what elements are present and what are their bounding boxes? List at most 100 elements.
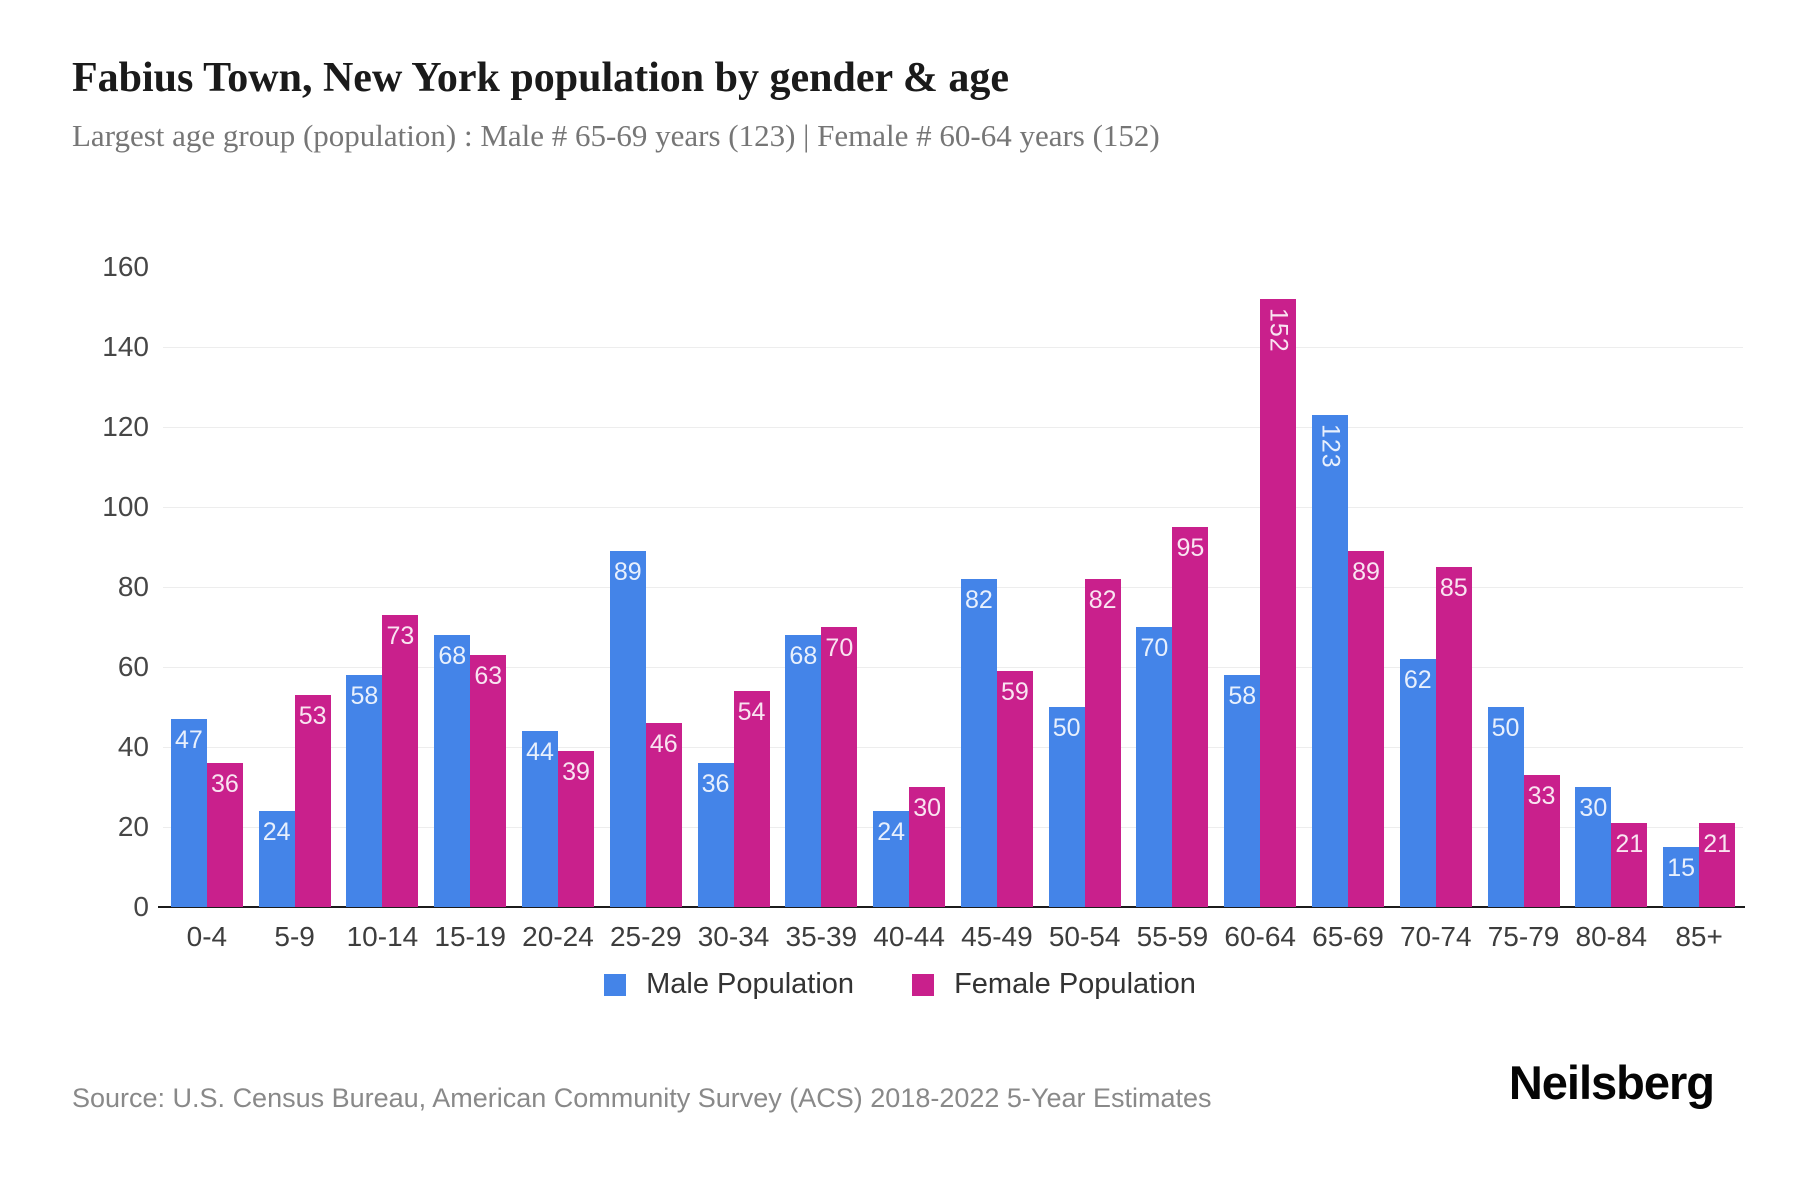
y-tick-label-80: 80	[117, 571, 149, 602]
gridline-140	[163, 347, 1743, 348]
male-legend-swatch	[604, 973, 627, 996]
bar-male-40-44: 24	[873, 811, 910, 907]
bar-male-80-84: 30	[1575, 787, 1612, 907]
bar-value-label: 152	[1264, 308, 1293, 353]
gridline-120	[163, 427, 1743, 428]
bar-male-70-74: 62	[1399, 659, 1436, 907]
bar-male-30-34: 36	[697, 763, 734, 907]
bar-value-label: 50	[1052, 714, 1081, 742]
x-tick-label-55-59: 55-59	[1136, 921, 1209, 952]
bar-female-50-54: 82	[1084, 579, 1121, 907]
bar-female-0-4: 36	[206, 763, 243, 907]
bar-value-label: 95	[1176, 534, 1205, 562]
bar-female-75-79: 33	[1523, 775, 1560, 907]
x-tick-label-40-44: 40-44	[873, 921, 945, 952]
x-tick-label-70-74: 70-74	[1399, 921, 1472, 952]
bar-value-label: 73	[386, 622, 415, 650]
x-tick-label-65-69: 65-69	[1312, 921, 1384, 952]
bar-value-label: 44	[526, 738, 554, 766]
bar-value-label: 54	[737, 698, 766, 726]
gridline-100	[163, 507, 1743, 508]
female-legend-swatch	[912, 973, 935, 996]
bar-female-20-24: 39	[558, 751, 594, 907]
bar-value-label: 82	[1088, 586, 1117, 614]
bar-female-60-64: 152	[1260, 299, 1297, 907]
bar-male-55-59: 70	[1136, 627, 1173, 907]
legend: Male Population Female Population	[0, 968, 1800, 1001]
bar-female-15-19: 63	[470, 655, 507, 907]
bar-value-label: 36	[701, 770, 730, 798]
bar-value-label: 30	[913, 794, 942, 822]
bar-female-10-14: 73	[382, 615, 419, 907]
bar-value-label: 68	[438, 642, 467, 670]
gridline-20	[163, 827, 1743, 828]
bar-value-label: 30	[1579, 794, 1608, 822]
bar-value-label: 53	[298, 702, 327, 730]
bar-male-50-54: 50	[1048, 707, 1085, 907]
bar-value-label: 68	[789, 642, 818, 670]
x-tick-label-60-64: 60-64	[1224, 921, 1297, 952]
bar-male-15-19: 68	[434, 635, 471, 907]
y-tick-label-100: 100	[102, 491, 149, 522]
bar-value-label: 47	[174, 726, 203, 754]
bar-value-label: 21	[1615, 830, 1644, 858]
bar-female-30-34: 54	[733, 691, 770, 907]
bar-male-45-49: 82	[960, 579, 997, 907]
gridline-60	[163, 667, 1743, 668]
bar-female-40-44: 30	[909, 787, 946, 907]
bar-value-label: 62	[1403, 666, 1432, 694]
x-tick-label-85+: 85+	[1675, 921, 1723, 952]
bar-female-45-49: 59	[996, 671, 1033, 907]
bar-male-75-79: 50	[1487, 707, 1524, 907]
gridline-40	[163, 747, 1743, 748]
bar-value-label: 15	[1667, 854, 1696, 882]
female-legend-label: Female Population	[954, 968, 1196, 1000]
bar-female-70-74: 85	[1435, 567, 1472, 907]
bar-male-0-4: 47	[170, 719, 207, 907]
bar-value-label: 58	[1228, 682, 1257, 710]
gridline-80	[163, 587, 1743, 588]
legend-item-male: Male Population	[604, 968, 854, 1001]
bar-male-85+: 15	[1663, 847, 1700, 907]
x-tick-label-15-19: 15-19	[434, 921, 507, 952]
plot-area: 0 20 40 60 80 100 120 140 160 47 36 0-4 24 53 5-9 58 73 1…	[102, 253, 1745, 952]
x-tick-label-30-34: 30-34	[697, 921, 770, 952]
bar-value-label: 70	[1140, 634, 1169, 662]
bar-male-60-64: 58	[1224, 675, 1261, 907]
source-note: Source: U.S. Census Bureau, American Com…	[72, 1083, 1212, 1113]
bar-value-label: 24	[262, 818, 291, 846]
bar-value-label: 82	[964, 586, 993, 614]
y-tick-label-140: 140	[102, 331, 149, 362]
bar-value-label: 36	[210, 770, 239, 798]
bar-value-label: 70	[825, 634, 854, 662]
x-tick-label-75-79: 75-79	[1487, 921, 1560, 952]
bar-female-55-59: 95	[1172, 527, 1209, 907]
chart-title: Fabius Town, New York population by gend…	[72, 55, 1010, 101]
bar-value-label: 33	[1527, 782, 1556, 810]
male-legend-label: Male Population	[646, 968, 855, 1000]
x-tick-label-0-4: 0-4	[186, 921, 228, 952]
bar-female-65-69: 89	[1348, 551, 1384, 907]
bar-value-label: 63	[474, 662, 503, 690]
y-tick-label-20: 20	[117, 811, 149, 842]
bar-male-65-69: 123	[1312, 415, 1348, 907]
bar-value-label: 50	[1491, 714, 1520, 742]
bar-female-5-9: 53	[294, 695, 331, 907]
bar-value-label: 46	[649, 730, 678, 758]
x-tick-label-5-9: 5-9	[274, 921, 315, 952]
x-tick-label-80-84: 80-84	[1575, 921, 1648, 952]
bar-male-5-9: 24	[258, 811, 295, 907]
x-axis-line	[158, 906, 1745, 908]
y-tick-label-0: 0	[133, 891, 149, 922]
chart-subtitle: Largest age group (population) : Male # …	[72, 118, 1160, 153]
y-tick-label-160: 160	[102, 251, 149, 282]
bar-male-20-24: 44	[522, 731, 558, 907]
bar-value-label: 59	[1000, 678, 1029, 706]
bar-male-25-29: 89	[609, 551, 646, 907]
bar-female-85+: 21	[1699, 823, 1736, 907]
x-tick-label-50-54: 50-54	[1048, 921, 1121, 952]
x-tick-label-45-49: 45-49	[961, 921, 1033, 952]
bar-female-25-29: 46	[645, 723, 682, 907]
x-tick-label-10-14: 10-14	[346, 921, 419, 952]
